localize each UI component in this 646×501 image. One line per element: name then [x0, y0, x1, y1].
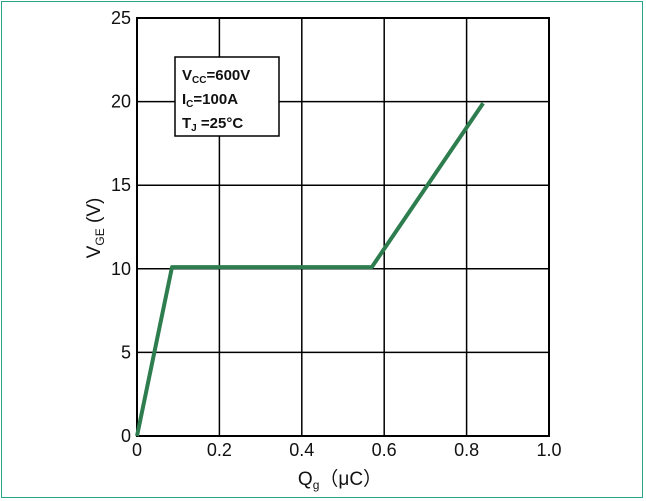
annotation-line-tj: TJ =25°C — [182, 115, 243, 134]
x-tick-label: 0.8 — [454, 440, 479, 460]
series-line-vge — [135, 102, 485, 437]
y-tick-label: 5 — [121, 342, 131, 362]
x-tick-label: 0 — [132, 440, 142, 460]
y-tick-label: 0 — [121, 426, 131, 446]
y-tick-label: 10 — [111, 259, 131, 279]
x-tick-label: 0.4 — [289, 440, 314, 460]
annotation-line-vcc: VCC=600V — [182, 67, 250, 86]
x-tick-label: 0.2 — [207, 440, 232, 460]
y-tick-label: 15 — [111, 175, 131, 195]
y-tick-labels: 0 5 10 15 20 25 — [111, 8, 131, 446]
x-tick-label: 0.6 — [372, 440, 397, 460]
x-tick-labels: 0 0.2 0.4 0.6 0.8 1.0 — [132, 440, 562, 460]
annotation-box — [174, 56, 280, 137]
y-axis-label: VGE (V) — [84, 198, 107, 259]
y-tick-label: 25 — [111, 8, 131, 28]
y-tick-label: 20 — [111, 92, 131, 112]
annotation-line-ic: IC=100A — [182, 91, 238, 110]
plot-area-border — [136, 17, 550, 437]
x-axis-label: Qg（μC） — [298, 468, 382, 492]
x-tick-label: 1.0 — [536, 440, 561, 460]
